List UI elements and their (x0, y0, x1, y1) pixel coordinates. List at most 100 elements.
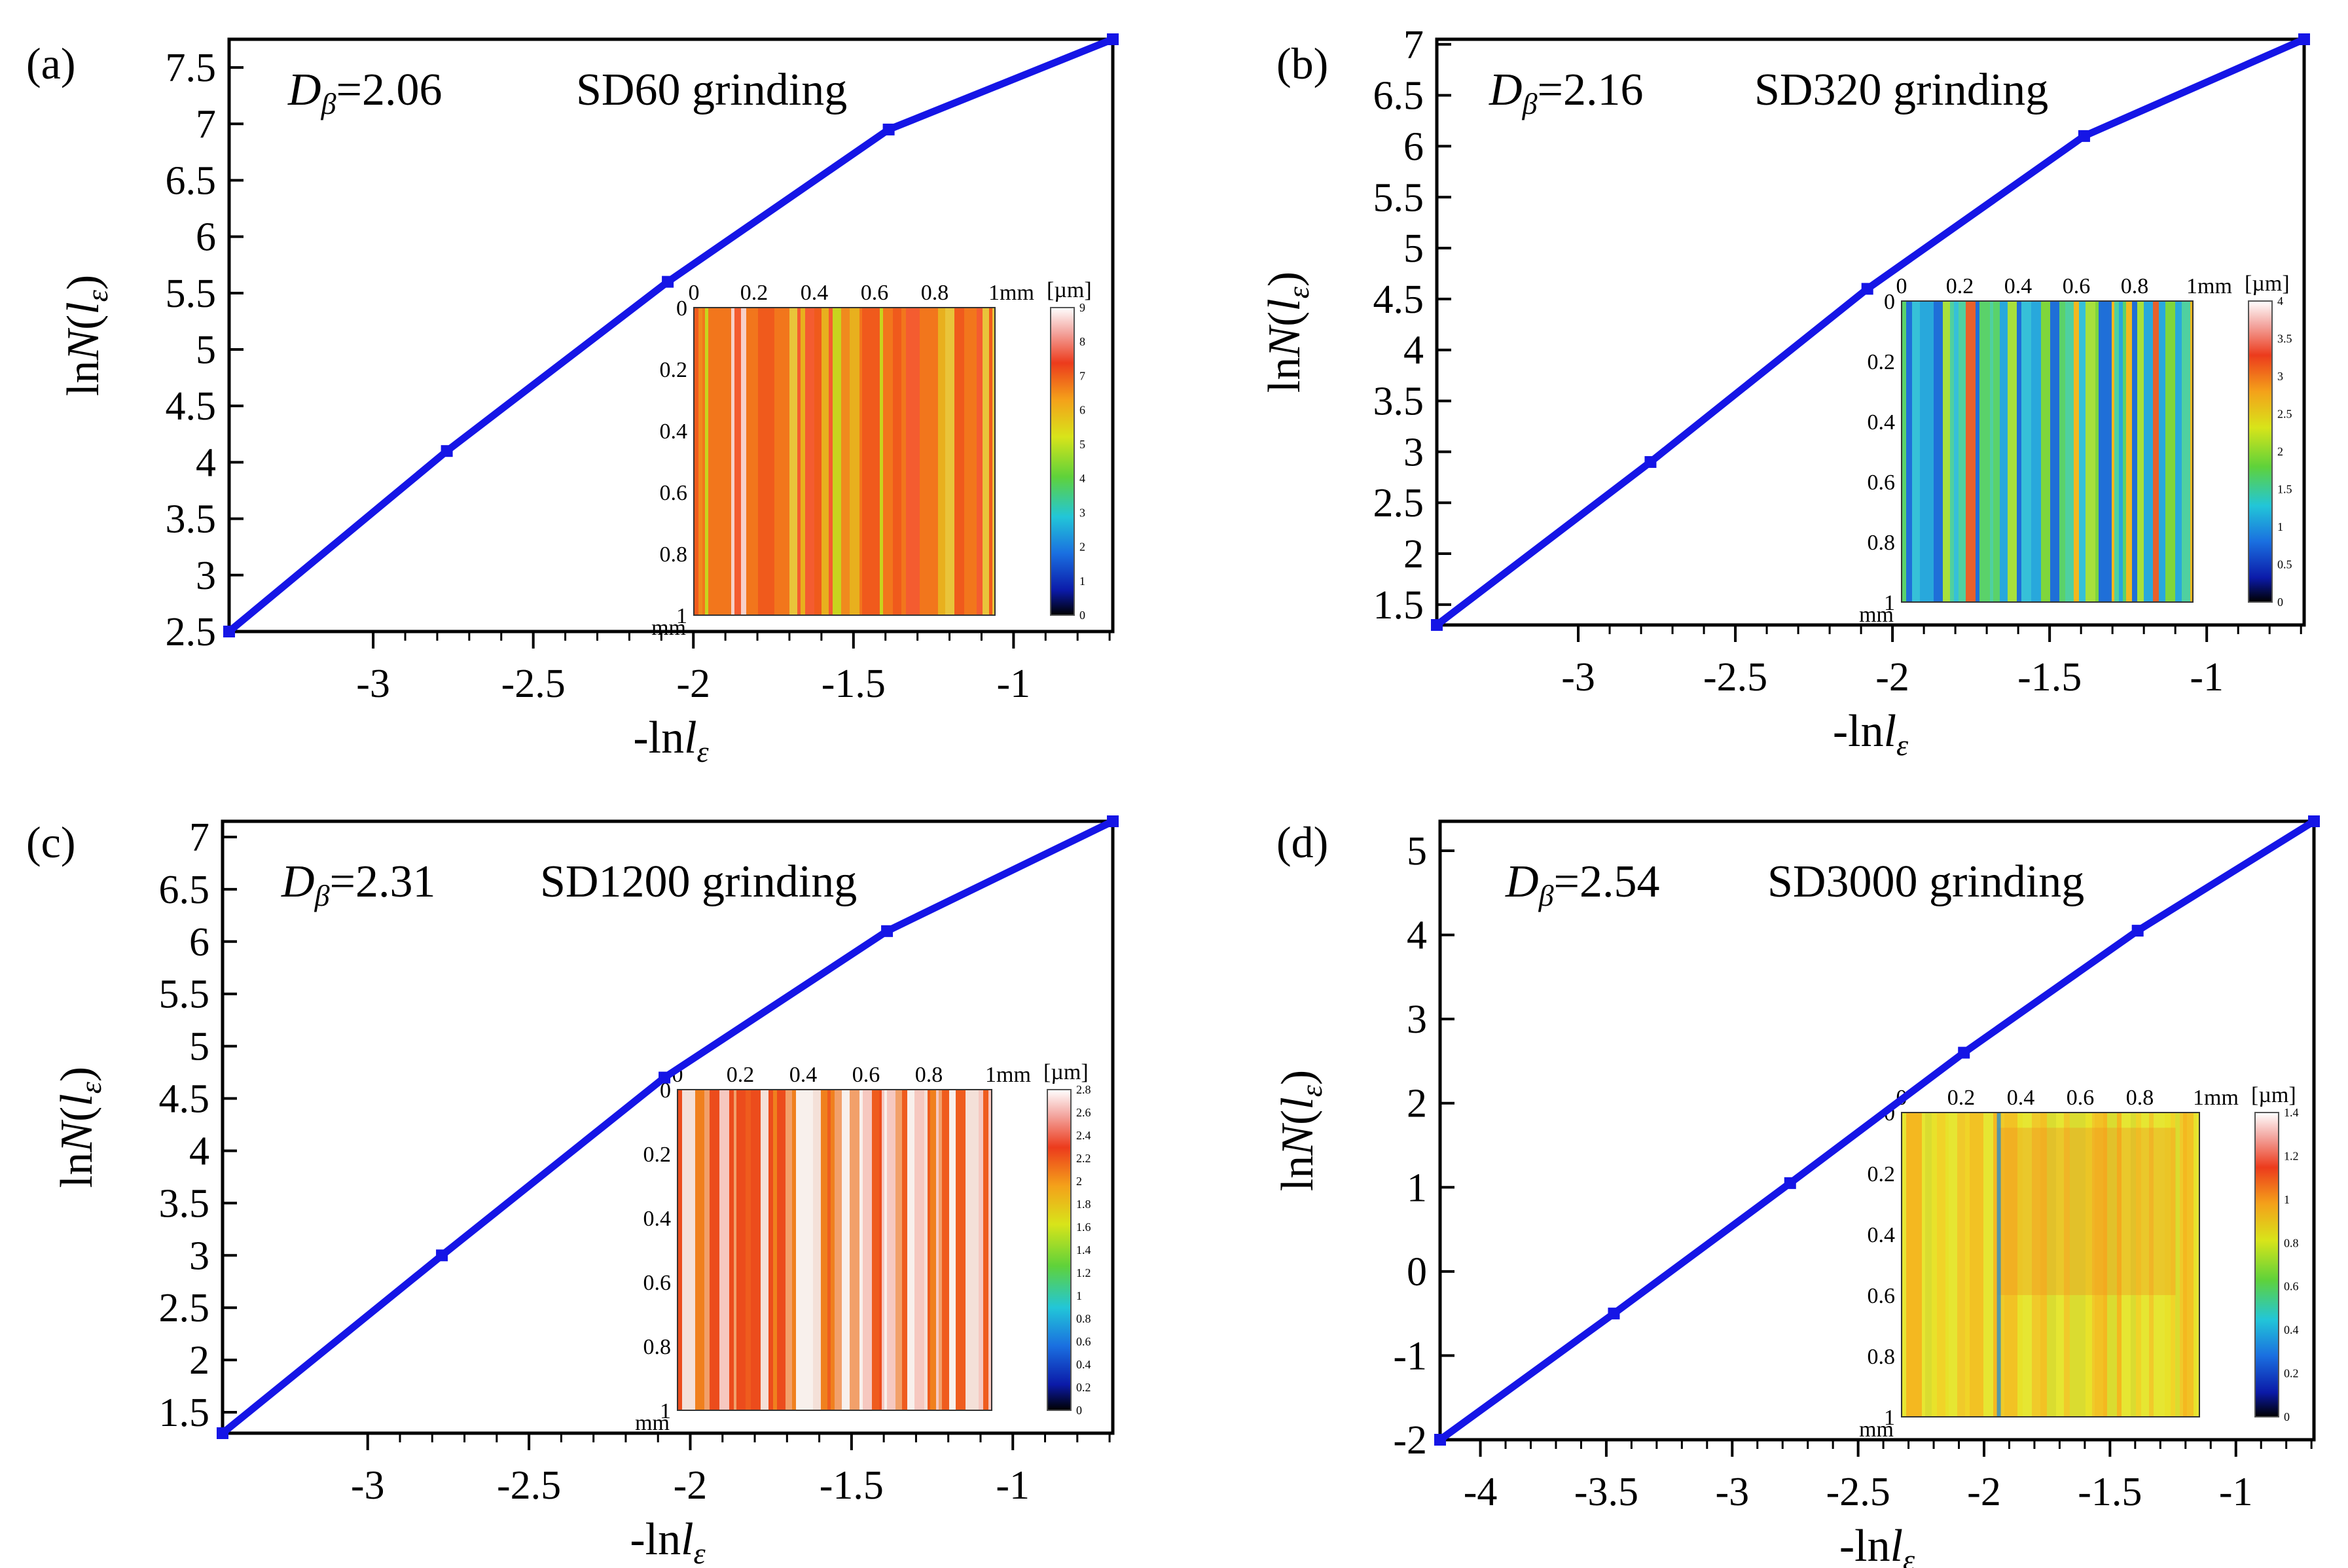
surface-stripe (2196, 1113, 2199, 1417)
inset-surface-map: 0 0.2 0.4 0.6 0.8 1mm00.20.40.60.81mm[µm]0123… (651, 278, 1092, 640)
colorbar-tick: 1 (1076, 1289, 1082, 1302)
y-tick-label: 4.5 (166, 384, 217, 429)
inset-y-tick: 1 (1884, 1406, 1895, 1430)
inset-x-tick: 0.6 (852, 1063, 880, 1087)
y-tick-label: 3.5 (1373, 380, 1424, 424)
inset-frame (1901, 1112, 2200, 1417)
surface-stripe (797, 308, 801, 615)
inset-surface-map: 0 0.2 0.4 0.6 0.8 1mm00.20.40.60.81mm[µm]00.2… (1859, 1083, 2298, 1442)
surface-stripe (2123, 301, 2126, 602)
surface-stripe (813, 1090, 821, 1410)
process-label: SD1200 grinding (540, 857, 857, 907)
inset-x-tick: 0.6 (2063, 274, 2091, 298)
inset-x-tick: 1mm (2186, 274, 2232, 298)
surface-stripe (2108, 301, 2112, 602)
y-tick-label: 4.5 (159, 1077, 210, 1122)
surface-stripe (983, 1090, 988, 1410)
surface-stripe (829, 308, 833, 615)
surface-stripe (690, 1090, 695, 1410)
inset-y-tick: 0.6 (660, 481, 688, 505)
surface-stripe (879, 1090, 882, 1410)
surface-stripe (2114, 301, 2119, 602)
inset-y-tick: 0.4 (643, 1207, 672, 1231)
colorbar-tick: 2.8 (1076, 1083, 1091, 1096)
surface-stripe (2157, 1113, 2165, 1417)
inset-x-tick: 0.2 (740, 281, 768, 305)
surface-stripe (2098, 1113, 2103, 1417)
surface-stripe (859, 1090, 863, 1410)
colorbar-tick: 3 (1079, 506, 1085, 519)
data-point (881, 925, 894, 937)
surface-stripe (1925, 1113, 1928, 1417)
surface-stripe (914, 1090, 924, 1410)
colorbar-tick: 2.6 (1076, 1106, 1091, 1119)
colorbar-tick: 1.8 (1076, 1198, 1091, 1211)
y-tick-label: 6 (189, 920, 209, 965)
fractal-dimension-label: Dβ=2.16 (1489, 65, 1643, 120)
surface-stripe (2040, 1113, 2047, 1417)
inset-x-tick: 1mm (988, 281, 1034, 305)
y-tick-label: -1 (1393, 1334, 1427, 1378)
x-tick-label: -1.5 (2078, 1470, 2142, 1514)
surface-stripe (786, 1090, 792, 1410)
y-axis-label: lnN(lε) (1259, 272, 1315, 393)
surface-stripe (1990, 301, 1993, 602)
surface-stripe (2182, 301, 2190, 602)
surface-stripe (2126, 301, 2132, 602)
surface-stripe (2153, 301, 2159, 602)
colorbar (1047, 1089, 1072, 1411)
surface-stripe (2017, 301, 2021, 602)
surface-stripe (767, 308, 769, 615)
surface-stripe (1928, 1113, 1932, 1417)
y-tick-label: 4 (1407, 914, 1427, 958)
surface-stripe (741, 308, 746, 615)
inset-frame (693, 307, 996, 616)
y-tick-label: 2.5 (159, 1286, 210, 1330)
surface-stripe (2190, 301, 2193, 602)
inset-y-tick: 0.2 (1868, 350, 1896, 374)
surface-stripe (2136, 1113, 2141, 1417)
surface-stripe (1937, 1113, 1945, 1417)
surface-stripe (1922, 1113, 1925, 1417)
surface-stripe (746, 1090, 751, 1410)
colorbar-tick: 1 (1079, 575, 1085, 588)
y-tick-label: 4 (1403, 329, 1424, 373)
data-series-line (1437, 818, 2316, 1443)
x-tick-label: -2.5 (501, 662, 566, 706)
surface-stripe (2059, 301, 2065, 602)
inset-y-tick: 0.8 (643, 1335, 672, 1359)
surface-stripe (862, 308, 870, 615)
surface-stripe (704, 1090, 710, 1410)
surface-stripe (956, 1090, 966, 1410)
x-tick-label: -3 (356, 662, 390, 706)
colorbar-tick: 1.6 (1076, 1221, 1091, 1234)
surface-stripe (928, 1090, 930, 1410)
surface-stripe (2095, 1113, 2098, 1417)
inset-x-tick: 0.6 (861, 281, 889, 305)
surface-stripe (831, 1090, 835, 1410)
surface-stripe (2131, 1113, 2136, 1417)
surface-stripe (773, 1090, 777, 1410)
chart-panel-c: (c) Dβ=2.31 SD1200 grinding 1.5 2 2.5 3 3.5 4 4.5… (26, 815, 1119, 1568)
surface-stripe (872, 1090, 879, 1410)
surface-stripe (2175, 1113, 2180, 1417)
inset-x-tick: 0.6 (2067, 1086, 2095, 1110)
surface-stripe (1982, 301, 1990, 602)
surface-stripe (677, 1090, 682, 1410)
surface-stripe (954, 308, 964, 615)
surface-stripe (893, 308, 901, 615)
surface-stripe (726, 308, 731, 615)
surface-stripe (2107, 1113, 2117, 1417)
data-point (1431, 619, 1443, 631)
surface-stripe (1912, 301, 1920, 602)
x-tick-label: -4 (1464, 1470, 1498, 1514)
y-axis-label: lnN(lε) (1273, 1070, 1328, 1191)
y-tick-label: 6 (196, 215, 216, 260)
surface-stripe (884, 1090, 887, 1410)
y-tick-label: 7.5 (166, 46, 217, 90)
surface-stripe (2045, 301, 2050, 602)
surface-stripe (949, 1090, 956, 1410)
inset-y-tick: 0 (660, 1078, 671, 1103)
surface-stripe (895, 1090, 899, 1410)
colorbar-unit: [µm] (1043, 1060, 1089, 1084)
